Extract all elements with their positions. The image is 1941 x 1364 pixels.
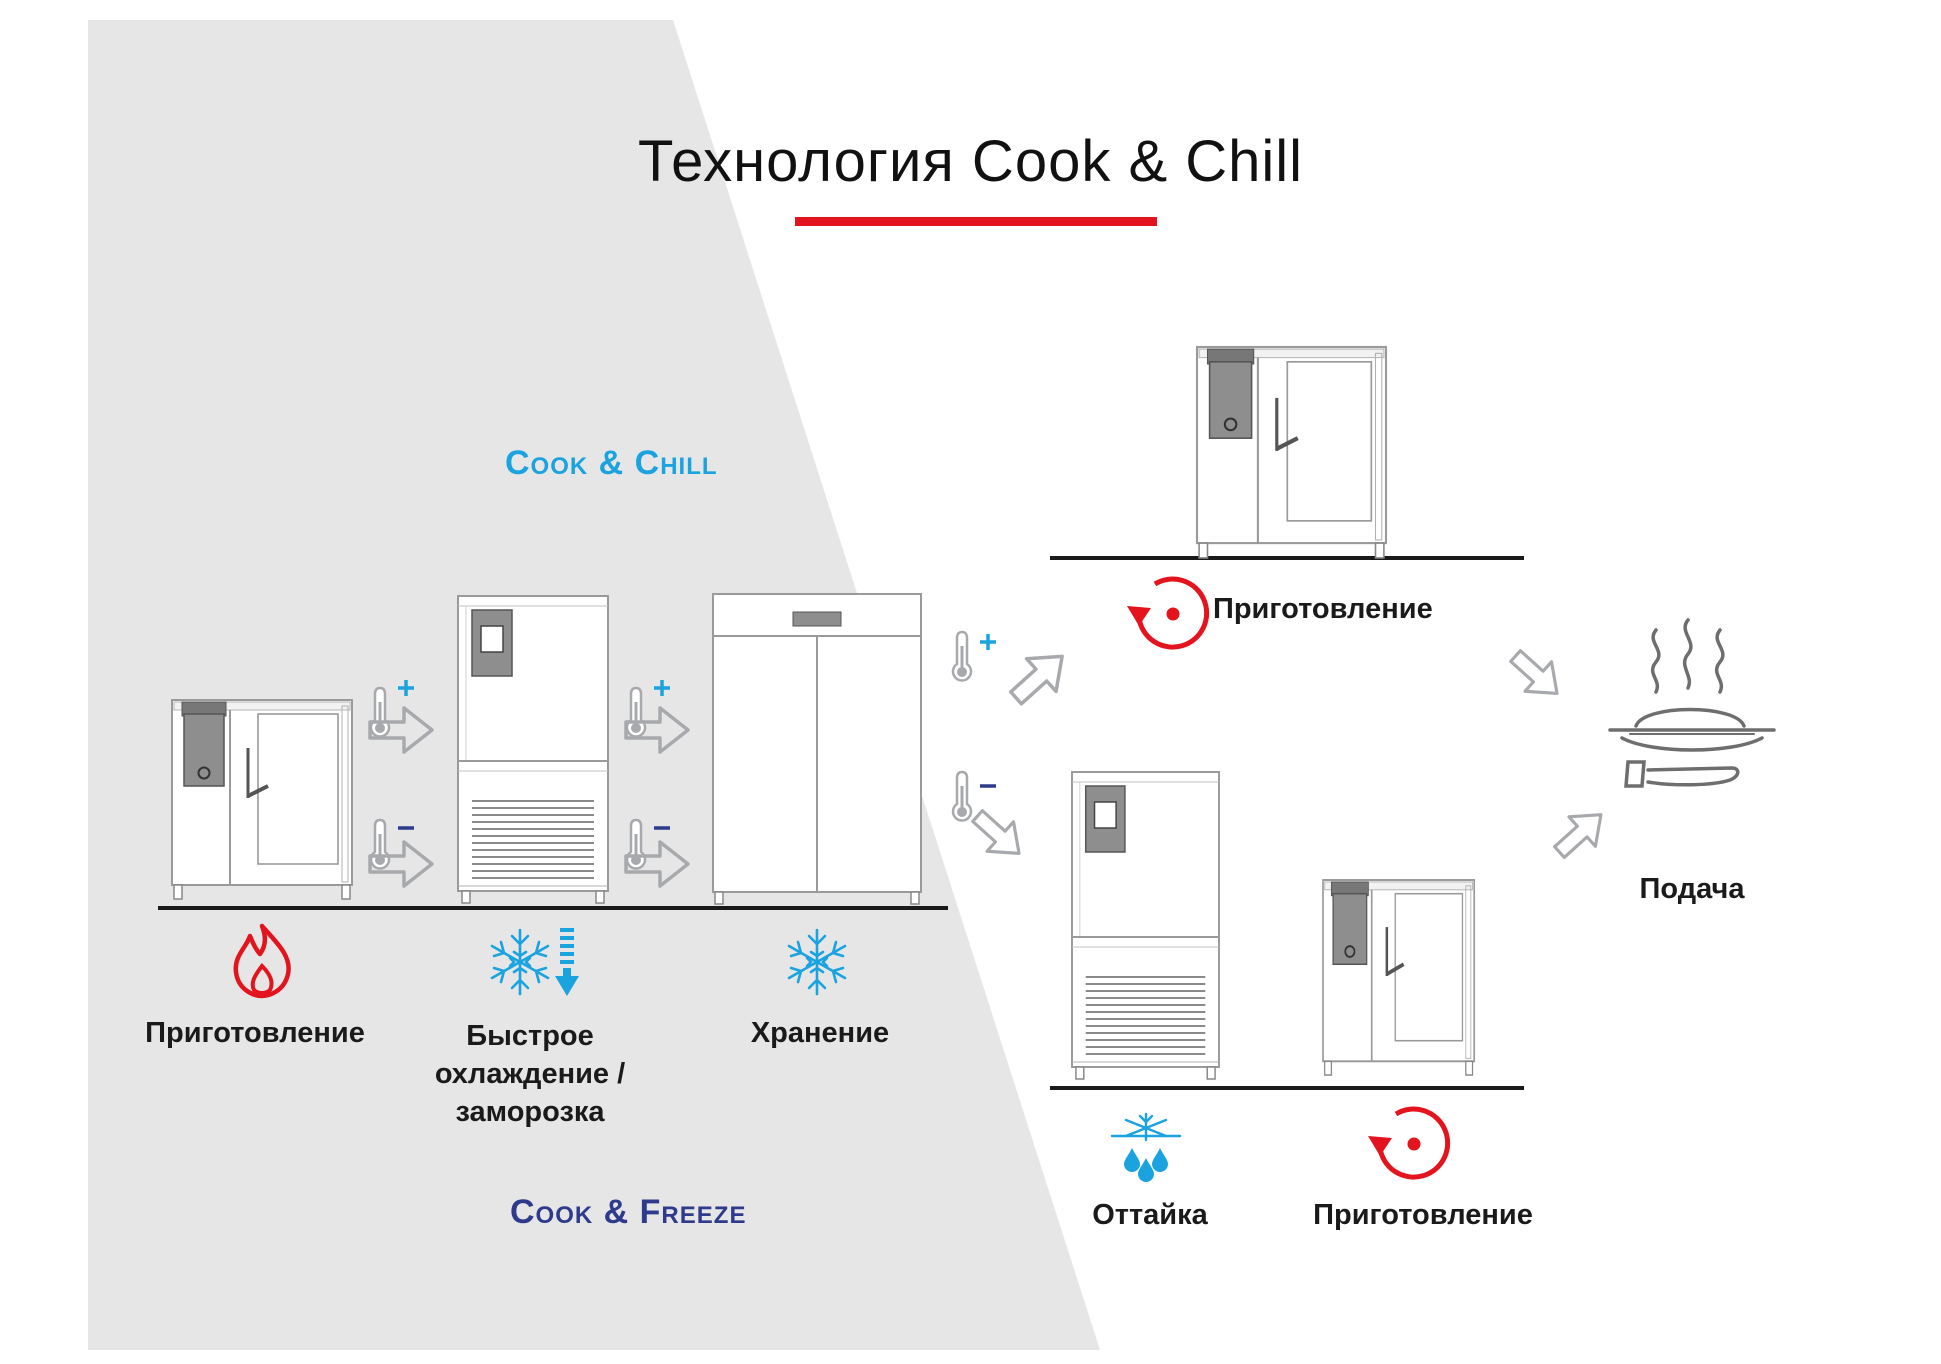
thermometer-plus-icon: [625, 680, 670, 738]
blast-chiller-appliance: [457, 595, 609, 904]
arrow-down-right-icon: [1500, 639, 1572, 710]
thermometer-plus-icon: [951, 630, 996, 682]
oven-appliance: [1197, 347, 1386, 558]
serving-label: Подача: [1639, 873, 1745, 905]
oven-appliance: [170, 698, 354, 901]
thermometer-plus-icon: [369, 680, 414, 738]
floor-line: [158, 906, 948, 910]
arrow-down-right-icon: [962, 799, 1034, 870]
thermometer-minus-icon: [951, 770, 996, 822]
arrow-up-right-icon: [1544, 798, 1616, 869]
stage-storage-label: Хранение: [750, 1017, 890, 1049]
cook-chill-label: Cook & Chill: [505, 444, 718, 482]
reheat-bottom-label: Приготовление: [1313, 1199, 1533, 1231]
floor-line: [1050, 556, 1524, 560]
page-title: Технология Cook & Chill: [637, 129, 1304, 194]
thermometer-minus-icon: [369, 818, 414, 870]
arrow-up-right-icon: [999, 638, 1079, 716]
stage-cooking-label: Приготовление: [145, 1017, 365, 1049]
snowflake-down-arrow-icon: [490, 928, 579, 996]
defrost-icon: [1110, 1112, 1182, 1182]
flame-icon: [233, 923, 291, 999]
reheat-top-label: Приготовление: [1213, 593, 1433, 625]
title-underline: [795, 217, 1157, 226]
floor-line: [1050, 1086, 1524, 1090]
reheat-cycle-icon: [1127, 579, 1207, 647]
defrost-label: Оттайка: [1092, 1199, 1208, 1231]
stage-chilling-label: Быстрое охлаждение / заморозка: [434, 1020, 626, 1128]
blast-chiller-appliance: [1071, 771, 1220, 1080]
serving-plate-icon: [1608, 618, 1776, 788]
oven-appliance: [1321, 878, 1477, 1077]
thermometer-minus-icon: [625, 818, 670, 870]
storage-cabinet-appliance: [712, 593, 922, 905]
reheat-cycle-icon: [1368, 1109, 1448, 1177]
cook-freeze-label: Cook & Freeze: [510, 1193, 747, 1231]
